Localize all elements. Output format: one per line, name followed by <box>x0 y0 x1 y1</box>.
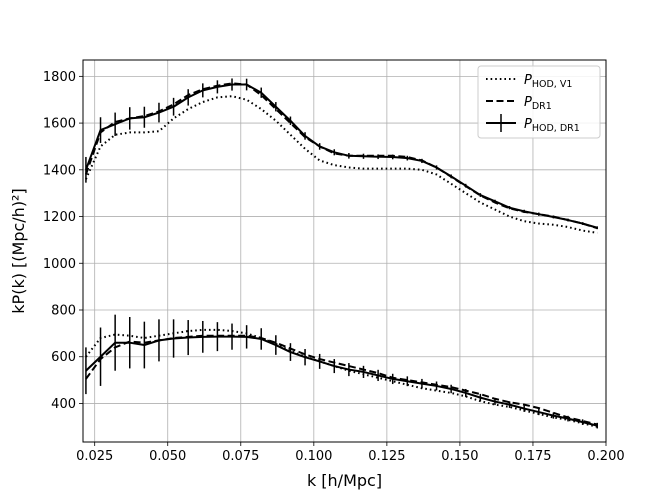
x-tick-label: 0.175 <box>514 449 551 464</box>
y-tick-label: 1600 <box>43 117 76 132</box>
y-tick-label: 1800 <box>43 70 76 85</box>
plot-frame <box>82 59 607 443</box>
y-tick-label: 1000 <box>43 257 76 272</box>
y-tick-label: 1200 <box>43 210 76 225</box>
y-axis-label: kP(k) [(Mpc/h)²] <box>9 188 28 313</box>
series-2 <box>84 78 598 230</box>
legend-label: PHOD, DR1 <box>524 117 580 134</box>
x-tick-label: 0.150 <box>441 449 478 464</box>
y-tick-label: 800 <box>51 303 76 318</box>
series-layer <box>84 78 598 429</box>
y-tick-label: 400 <box>51 397 76 412</box>
legend-box <box>477 65 601 139</box>
x-tick-label: 0.050 <box>149 449 186 464</box>
x-tick-label: 0.200 <box>587 449 624 464</box>
series-5 <box>85 314 598 429</box>
x-tick-label: 0.025 <box>76 449 113 464</box>
legend-label: PHOD, V1 <box>524 73 572 90</box>
x-axis-label: k [h/Mpc] <box>307 471 382 490</box>
y-tick-label: 1400 <box>43 163 76 178</box>
series-line <box>84 83 598 229</box>
x-tick-label: 0.125 <box>368 449 405 464</box>
series-line <box>85 335 598 427</box>
legend: PHOD, V1 PDR1 PHOD, DR1 <box>477 65 601 139</box>
ticks: 0.025 0.050 0.075 0.100 0.125 0.150 0.175 0.200… <box>43 70 625 464</box>
legend-label: PDR1 <box>524 95 552 112</box>
x-tick-label: 0.100 <box>295 449 332 464</box>
x-tick-label: 0.075 <box>222 449 259 464</box>
series-0 <box>85 95 598 234</box>
y-tick-label: 600 <box>51 350 76 365</box>
series-line <box>85 95 598 234</box>
